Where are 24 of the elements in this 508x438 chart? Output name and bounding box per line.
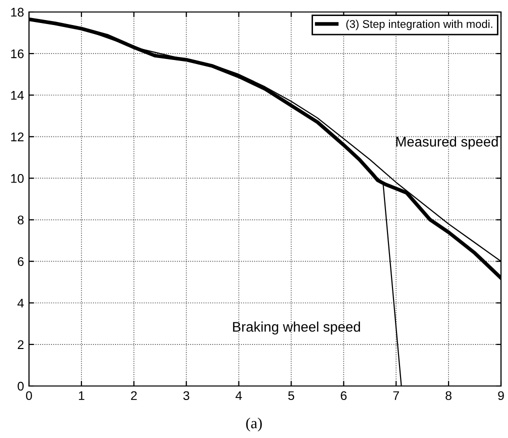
x-tick-label: 9: [498, 391, 504, 400]
y-tick-label: 18: [11, 8, 24, 17]
legend-label: (3) Step integration with modi.: [346, 20, 492, 30]
y-tick-label: 10: [11, 174, 24, 183]
y-tick-label: 0: [18, 382, 24, 391]
x-tick-label: 8: [446, 391, 452, 400]
y-tick-label: 4: [17, 298, 24, 308]
x-tick-label: 4: [236, 391, 242, 400]
y-tick-label: 16: [11, 49, 24, 58]
y-tick-label: 12: [11, 132, 24, 142]
annotation: Measured speed: [396, 136, 498, 150]
x-tick-label: 1: [78, 391, 84, 400]
text: (a): [246, 418, 262, 432]
x-tick-label: 7: [393, 391, 399, 400]
x-tick-label: 2: [131, 391, 137, 400]
x-tick-label: 6: [340, 391, 347, 400]
annotation: Braking wheel speed: [233, 322, 360, 335]
y-tick-label: 2: [18, 340, 24, 349]
x-tick-label: 0: [26, 391, 32, 400]
y-tick-label: 14: [11, 91, 24, 100]
x-tick-label: 5: [288, 391, 294, 400]
x-tick-label: 3: [183, 391, 190, 400]
y-tick-label: 8: [18, 216, 24, 224]
y-tick-label: 6: [18, 257, 24, 266]
